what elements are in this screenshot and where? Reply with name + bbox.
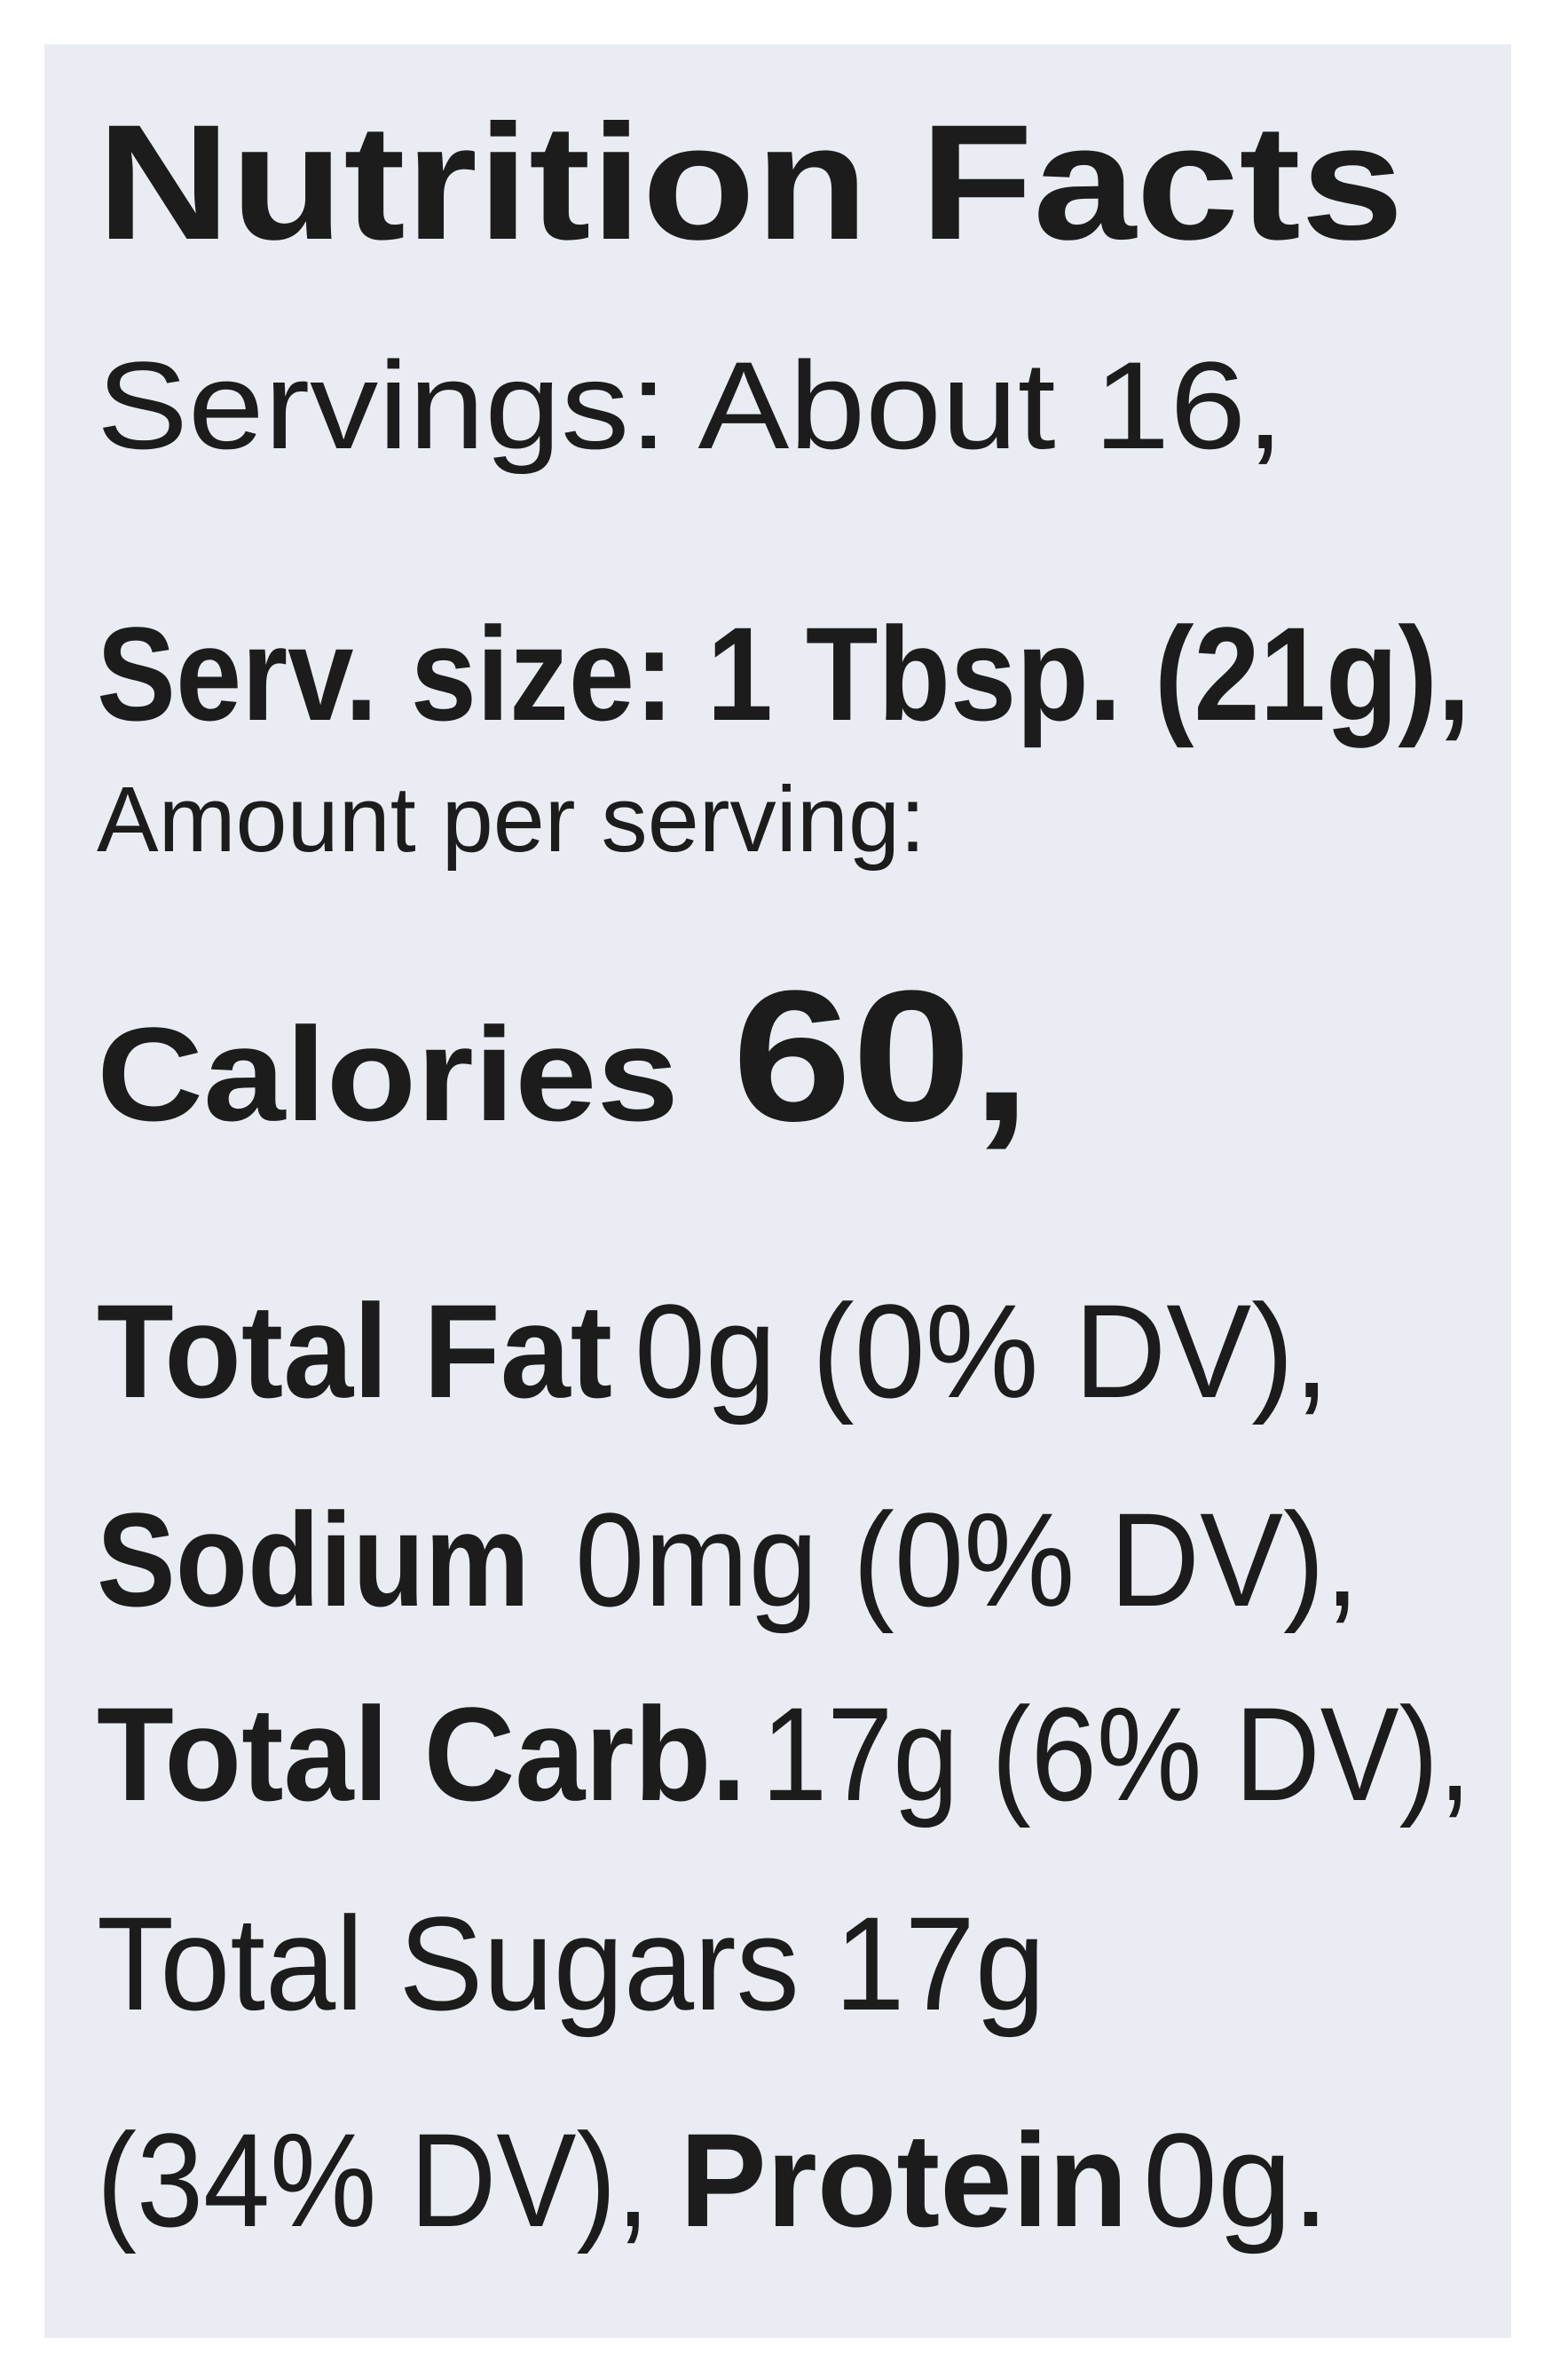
- sugars-dv: (34% DV),: [97, 2105, 650, 2254]
- serving-size: Serv. size: 1 Tbsp. (21g),: [97, 599, 1470, 748]
- nutrient-amount: 0mg (0% DV),: [575, 1485, 1359, 1634]
- amount-label: Amount per serving:: [97, 768, 926, 872]
- calories-value: 60,: [732, 952, 1031, 1160]
- protein-name: Protein: [680, 2105, 1128, 2254]
- protein-amount: 0g.: [1143, 2105, 1329, 2254]
- title: Nutrition Facts: [97, 91, 1404, 274]
- sugars: Total Sugars 17g: [97, 1889, 1045, 2038]
- label-background: [44, 44, 1511, 2338]
- calories-label: Calories: [97, 999, 679, 1149]
- nutrient-name: Total Fat: [97, 1276, 612, 1425]
- nutrient-amount: 17g (6% DV),: [761, 1679, 1471, 1828]
- nutrient-amount: 0g (0% DV),: [634, 1276, 1329, 1425]
- nutrient-name: Sodium: [97, 1485, 530, 1634]
- servings: Servings: About 16,: [97, 336, 1284, 475]
- nutrient-name: Total Carb.: [97, 1679, 746, 1828]
